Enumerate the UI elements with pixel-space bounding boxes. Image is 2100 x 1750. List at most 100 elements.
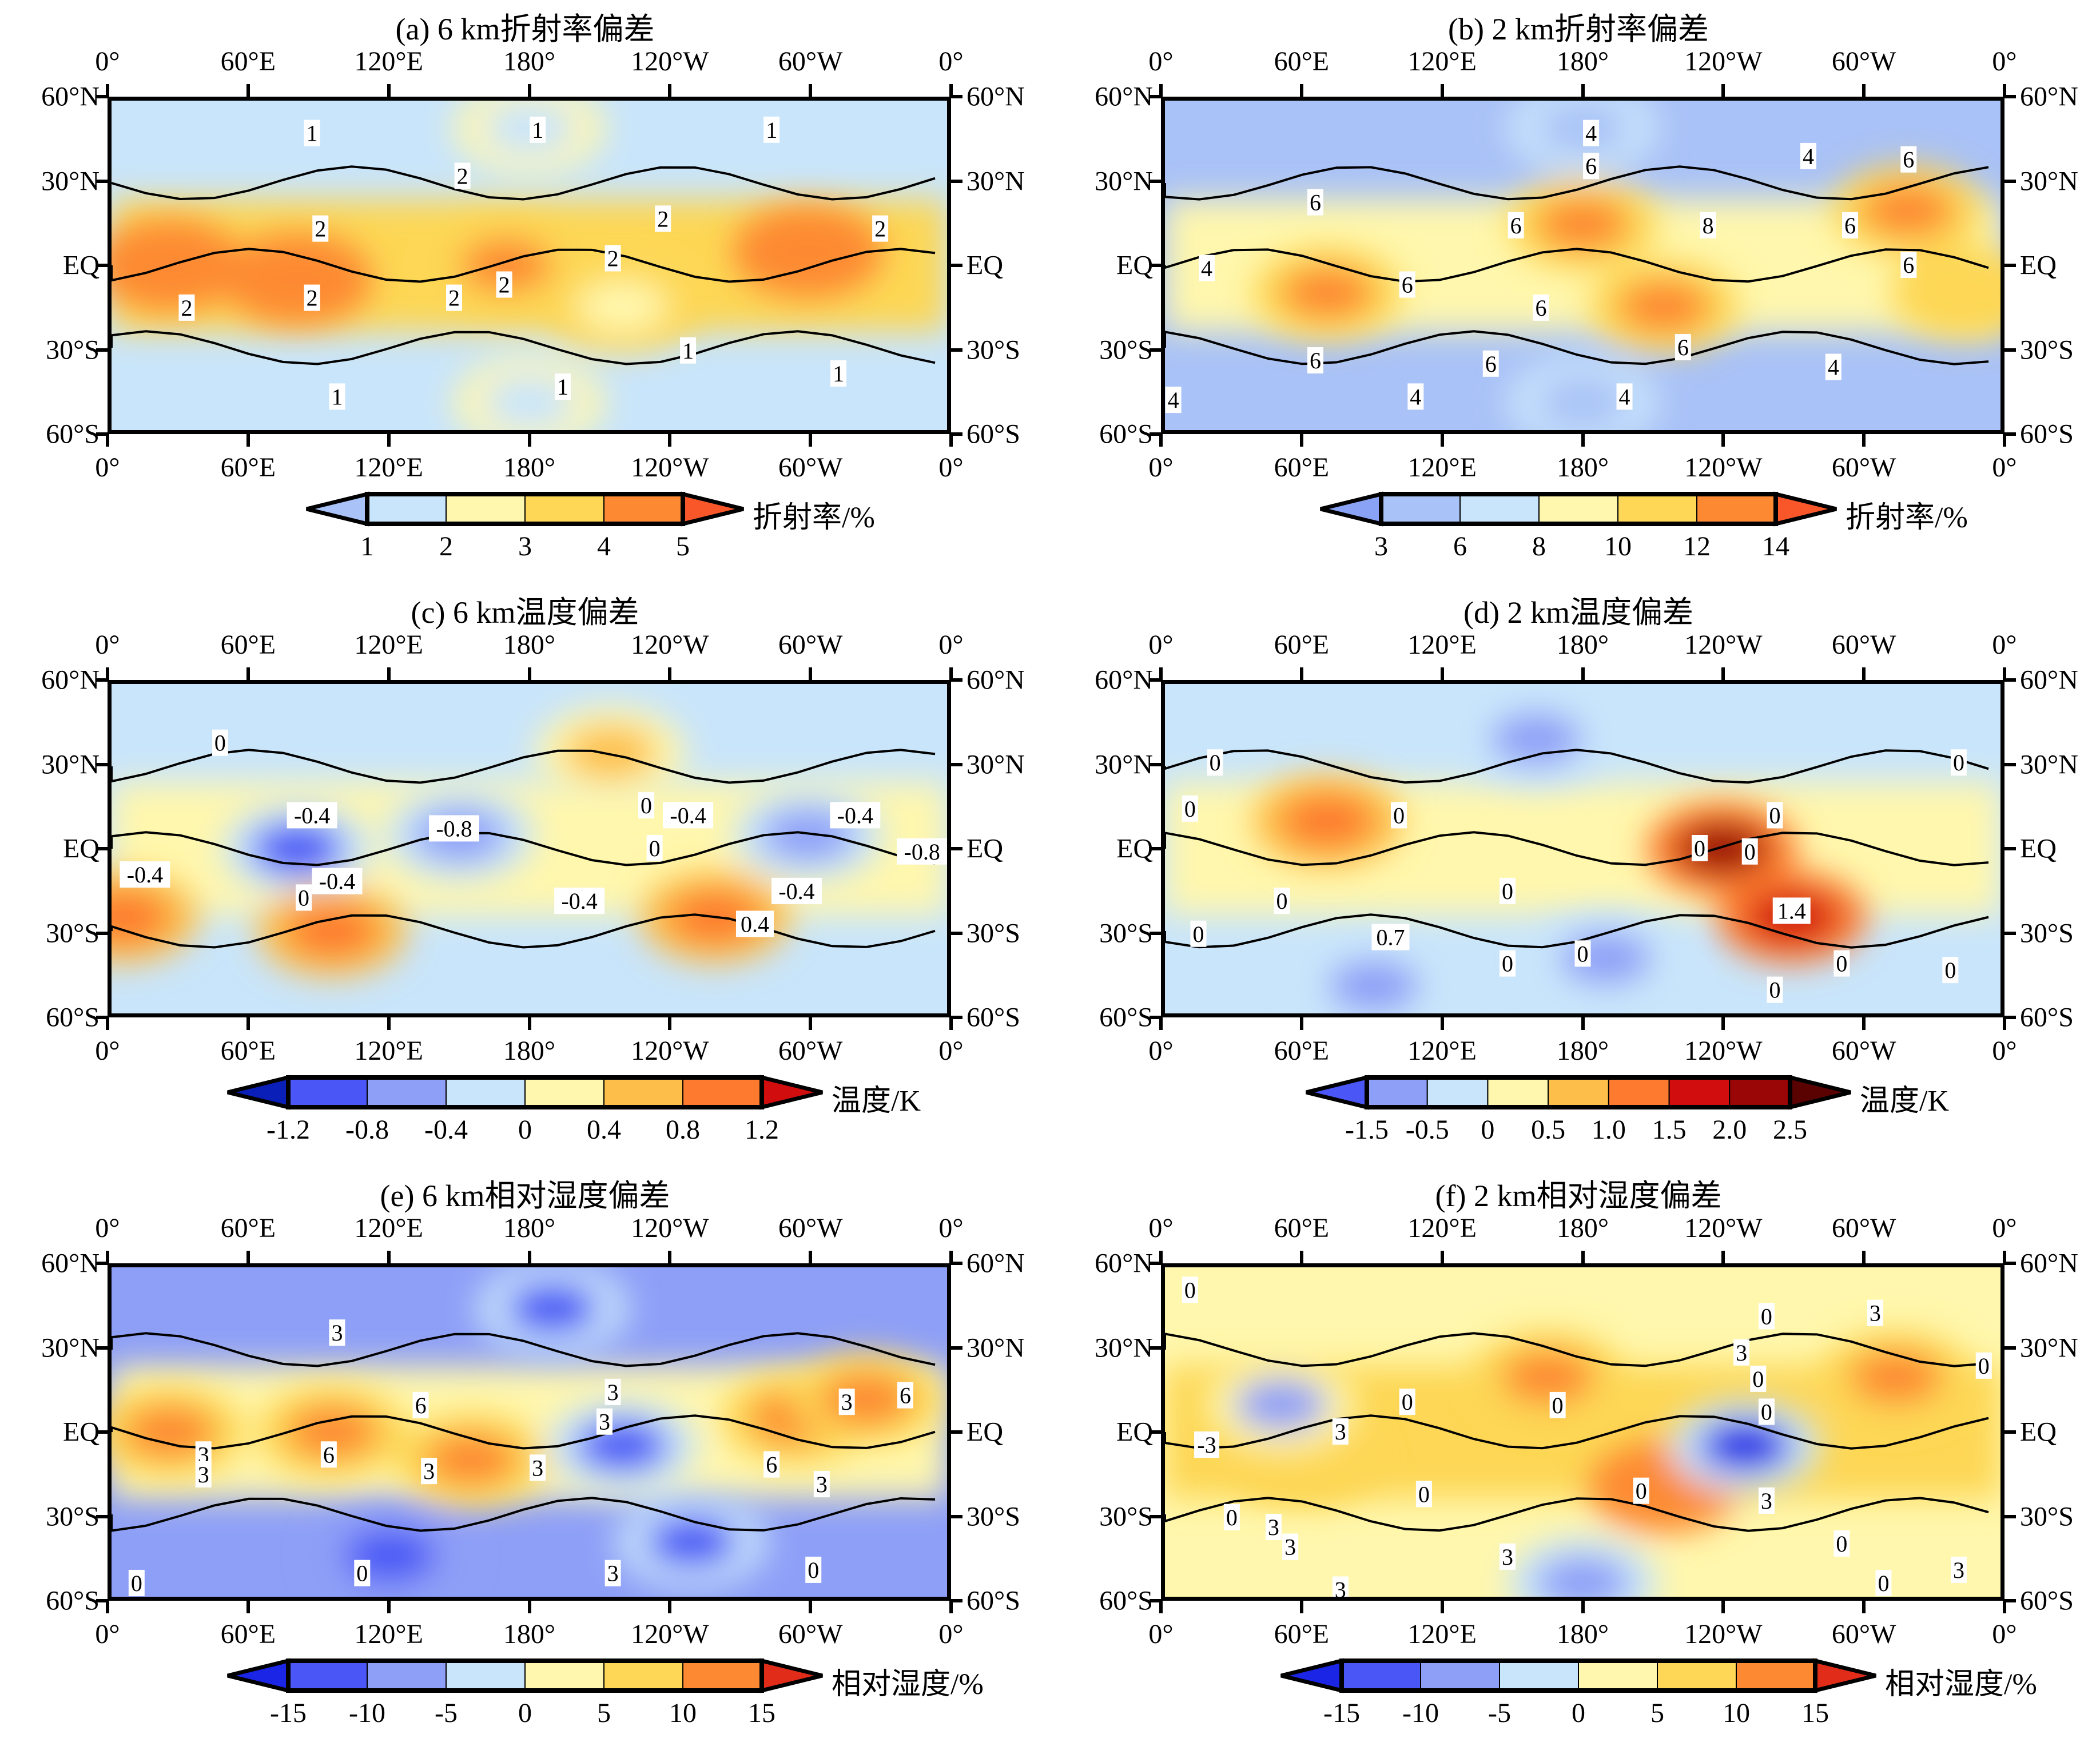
lat-tick-mark [951, 432, 962, 436]
lon-tick-label-bottom: 120°E [354, 452, 423, 483]
lon-tick-mark [106, 1251, 109, 1263]
colorbar-segment [1696, 494, 1776, 524]
lon-tick-label-bottom: 60°W [778, 1036, 843, 1066]
contour-label-box [1942, 957, 1959, 984]
lon-tick-label-bottom: 0° [1148, 1619, 1174, 1649]
colorbar-unit-label: 相对湿度/% [1885, 1668, 2037, 1701]
lon-tick-mark [106, 1601, 109, 1613]
contour-label-box [1407, 383, 1424, 410]
lon-tick-mark [1581, 1601, 1585, 1613]
contour-label-box [1265, 1514, 1282, 1541]
lon-tick-label-bottom: 0° [1148, 452, 1174, 483]
lon-tick-label-top: 0° [95, 630, 120, 660]
lon-tick-label-bottom: 120°W [631, 1619, 709, 1649]
contour-label-box [646, 835, 663, 861]
contour-label: 0 [212, 729, 228, 756]
lat-tick-mark [1150, 264, 1161, 267]
lat-tick-label-right: EQ [2020, 250, 2057, 281]
lon-tick-mark [949, 667, 953, 680]
panel-title: (a) 6 km折射率偏差 [395, 12, 655, 46]
colorbar-segment [603, 1660, 683, 1691]
colorbar-unit-label: 温度/K [1860, 1085, 1950, 1117]
contour-label-text: 0 [1636, 1478, 1647, 1504]
contour-label-box [1282, 1533, 1299, 1560]
contour-label-text: -0.4 [837, 802, 873, 828]
lat-tick-label-left: 60°N [41, 1248, 100, 1279]
contour-label-box [496, 271, 512, 298]
lat-tick-label-left: 30°S [1099, 1501, 1153, 1532]
lat-tick-label-left: 30°N [41, 749, 100, 779]
contour-label: 2 [446, 284, 463, 311]
contour-label-text: 6 [415, 1393, 427, 1418]
lon-tick-mark [246, 667, 250, 680]
lat-tick-label-right: 30°S [2020, 918, 2074, 948]
contour-label-box [1508, 212, 1524, 238]
contour-label-text: 6 [1903, 147, 1914, 173]
lat-tick-mark [951, 678, 962, 682]
lon-tick-label-bottom: 120°E [1407, 1036, 1477, 1066]
lat-tick-label-right: 30°N [2020, 749, 2078, 779]
contour-label-text: 0 [1752, 1366, 1764, 1392]
panel-a: (a) 6 km折射率偏差 0° 0° 60°E 60°E 120°E 120°E 180° 1… [0, 0, 1050, 583]
lat-tick-mark [2004, 678, 2016, 682]
lon-tick-label-bottom: 180° [1556, 1036, 1609, 1066]
contour-label: 2 [604, 245, 621, 271]
colorbar-unit-label: 温度/K [832, 1085, 921, 1117]
contour-label-box [1733, 1339, 1750, 1366]
contour-label: 3 [1332, 1576, 1349, 1597]
lon-tick-label-top: 0° [95, 1213, 120, 1243]
colorbar-min-extend [306, 491, 369, 527]
lon-tick-mark [387, 1601, 391, 1613]
contour-label-text: 0 [1418, 1481, 1430, 1507]
contour-label-box [320, 1441, 337, 1468]
colorbar-tick-label: -15 [1323, 1698, 1360, 1728]
contour-line [112, 831, 936, 866]
contour-label-box [872, 215, 889, 242]
map-plot-area: 4 6 4 6 6 6 8 6 6 4 6 6 6 6 6 4 4 4 4 [1161, 97, 2004, 434]
contour-label: 6 [1900, 252, 1917, 278]
contour-label: 4 [1800, 142, 1816, 169]
contour-label-box [1950, 749, 1967, 776]
contour-label: 4 [1199, 254, 1215, 281]
lat-tick-mark [2004, 1262, 2016, 1265]
contour-label: 2 [178, 294, 195, 321]
contour-label-box [1842, 212, 1859, 238]
lat-tick-label-right: EQ [2020, 1417, 2057, 1447]
contour-label-text: -0.8 [436, 816, 472, 841]
contour-label-text: 0 [1276, 888, 1288, 914]
field-core [1235, 1378, 1327, 1431]
colorbar-frame [286, 1658, 764, 1693]
contour-label: 0 [1950, 749, 1967, 776]
lon-tick-label-top: 60°W [778, 46, 843, 77]
lat-tick-mark [96, 1430, 108, 1434]
contour-label-text: 3 [1761, 1488, 1772, 1514]
contour-label-box [1758, 1303, 1775, 1330]
lon-tick-mark [1721, 84, 1725, 97]
contour-label-box [830, 802, 881, 829]
contour-label-text: 0 [1502, 951, 1513, 977]
lon-tick-label-bottom: 60°E [1274, 1036, 1330, 1066]
contour-label: 1 [830, 360, 847, 387]
contour-label: 0 [1500, 877, 1516, 904]
lat-tick-label-right: 30°N [2020, 166, 2078, 196]
contour-label-box [1800, 142, 1816, 169]
colorbar-tick-label: -0.5 [1405, 1115, 1449, 1145]
contour-label-text: 2 [607, 245, 619, 271]
lon-tick-label-bottom: 0° [1148, 1036, 1174, 1066]
lon-tick-mark [387, 434, 391, 447]
contour-label: 0 [1399, 1389, 1415, 1415]
colorbar-tick-label: -5 [1488, 1698, 1511, 1728]
colorbar-svg [227, 1658, 823, 1693]
contour-label: 0 [805, 1556, 822, 1583]
contour-label: 1.4 [1772, 897, 1811, 924]
contour-label-box [312, 215, 329, 242]
lat-tick-mark [96, 1016, 108, 1019]
contour-label: 1 [329, 383, 345, 410]
lat-tick-mark [2004, 1016, 2016, 1019]
lat-tick-mark [1150, 348, 1161, 352]
lat-tick-label-left: EQ [1116, 1417, 1153, 1447]
contour-label-box [287, 802, 337, 829]
contour-label: 6 [1675, 334, 1691, 360]
contour-label-box [604, 1378, 621, 1405]
